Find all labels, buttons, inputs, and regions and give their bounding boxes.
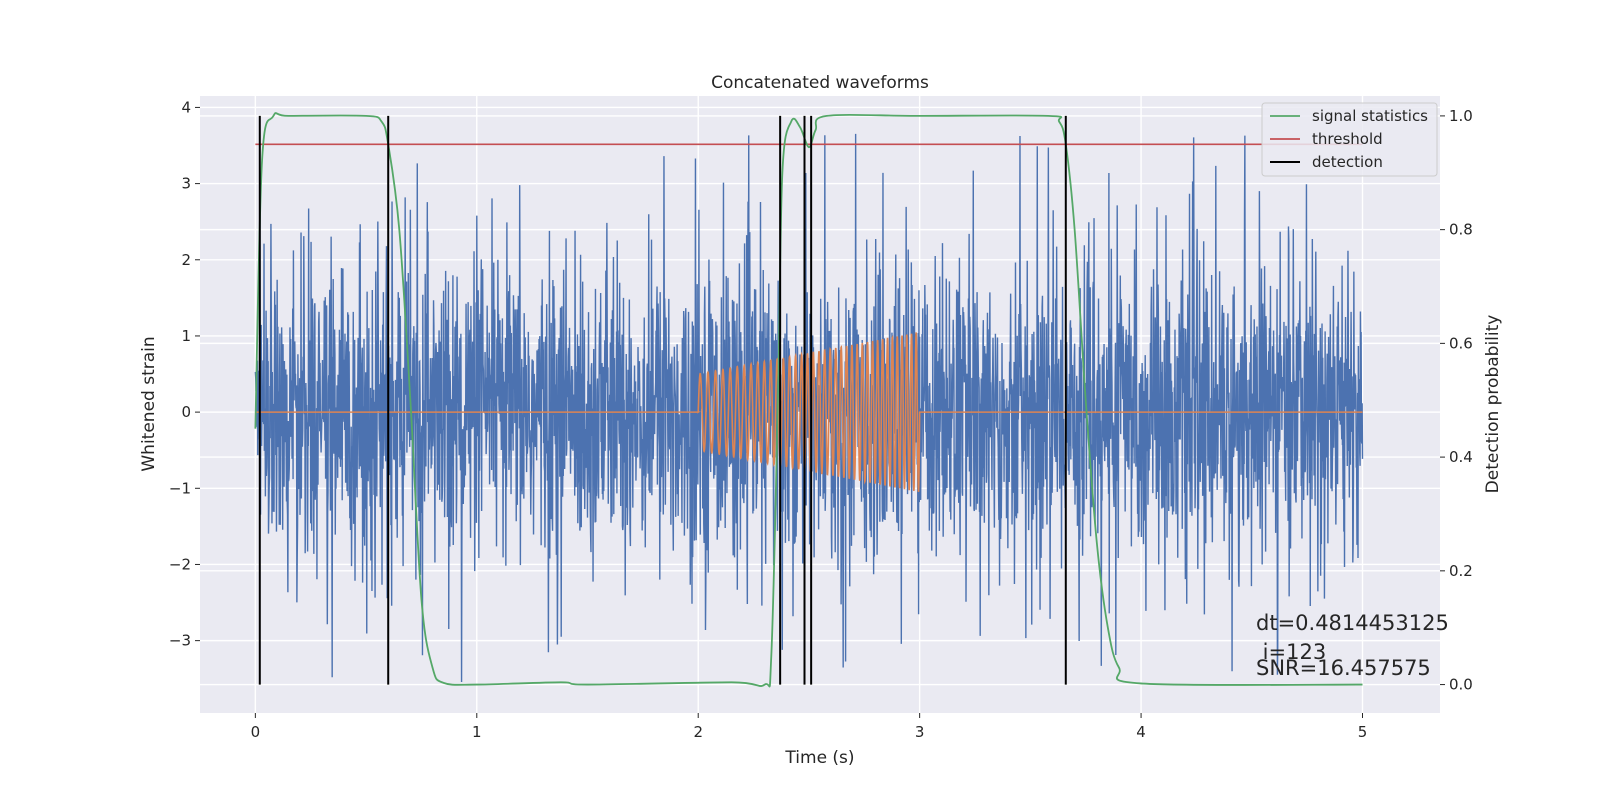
x-tick-label: 4 [1136, 723, 1146, 741]
y-right-tick-label: 0.6 [1449, 334, 1473, 352]
series-layer [254, 112, 1364, 688]
legend-label-detection: detection [1312, 153, 1383, 171]
y-left-tick-label: 0 [181, 403, 191, 421]
y-left-tick-label: 3 [181, 175, 191, 193]
y-right-tick-label: 1.0 [1449, 107, 1473, 125]
ticks-layer: 0 1 2 3 4 5 −3 −2 −1 0 1 2 3 4 0.0 0.2 0.4 0.6 0.8 1.0 [169, 98, 1473, 741]
y-right-tick-label: 0.2 [1449, 562, 1473, 580]
waveform-series-line [255, 332, 1363, 492]
y-axis-right-label: Detection probability [1483, 315, 1503, 494]
legend: signal statistics threshold detection [1261, 102, 1438, 177]
y-right-tick-label: 0.0 [1449, 676, 1473, 694]
y-left-tick-label: −2 [169, 555, 191, 573]
legend-box [1261, 102, 1438, 177]
y-left-tick-label: 2 [181, 251, 191, 269]
x-tick-label: 0 [251, 723, 261, 741]
legend-label-threshold: threshold [1312, 130, 1383, 148]
y-left-tick-label: 4 [181, 98, 191, 116]
y-right-tick-label: 0.8 [1449, 221, 1473, 239]
annotation-snr: SNR=16.457575 [1256, 656, 1431, 680]
annotation-dt: dt=0.4814453125 [1256, 611, 1449, 635]
x-tick-label: 5 [1358, 723, 1368, 741]
y-left-tick-label: −3 [169, 632, 191, 650]
y-left-tick-label: 1 [181, 327, 191, 345]
legend-label-signal-statistics: signal statistics [1312, 107, 1428, 125]
x-tick-label: 1 [472, 723, 482, 741]
chart-title: Concatenated waveforms [711, 73, 929, 93]
y-axis-left-label: Whitened strain [139, 336, 159, 471]
y-right-tick-label: 0.4 [1449, 448, 1473, 466]
x-axis-label: Time (s) [784, 748, 854, 768]
x-tick-label: 3 [915, 723, 925, 741]
annotations: dt=0.4814453125 i=123 SNR=16.457575 [1256, 611, 1449, 680]
x-tick-label: 2 [693, 723, 703, 741]
y-left-tick-label: −1 [169, 479, 191, 497]
annotation-index: i=123 [1256, 640, 1326, 664]
